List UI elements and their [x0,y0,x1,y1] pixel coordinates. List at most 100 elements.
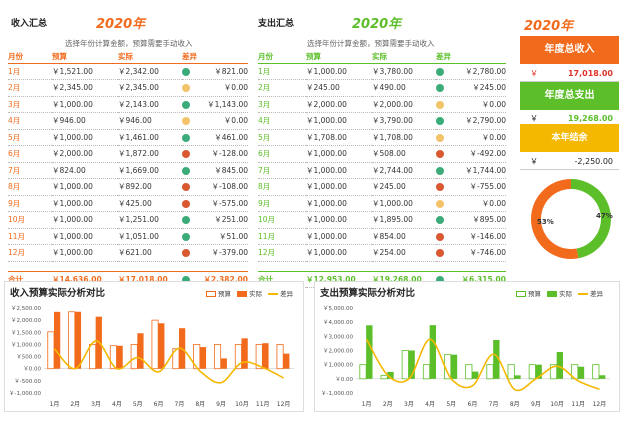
budget-cell: ￥2,000.00 [52,145,118,163]
budget-bar [130,344,138,370]
balance-value: -2,250.00 [574,157,613,166]
diff-value: ￥-379.00 [211,248,248,258]
y-tick-label: ￥5,000.00 [323,305,353,312]
status-dot-icon [436,67,444,76]
legend-budget-label: 预算 [528,290,541,298]
table-row: 12月 ￥1,000.00 ￥254.00 ￥-746.00 [258,244,506,262]
month-cell: 9月 [8,195,52,212]
status-dot-icon [182,84,190,92]
income-year: 2020年 [96,17,146,32]
diff-value: ￥845.00 [214,165,248,175]
diff-value: ￥-746.00 [469,248,506,258]
table-row: 9月 ￥1,000.00 ￥425.00 ￥-575.00 [8,195,248,212]
actual-bar [137,333,144,369]
x-tick-label: 5月 [133,401,143,408]
x-tick-label: 8月 [195,401,205,408]
month-cell: 6月 [8,145,52,163]
balance-card: 本年结余 [520,124,619,152]
month-cell: 4月 [258,112,306,130]
total-diff-value: ￥2,382.00 [203,274,248,284]
diff-cell: ￥2,790.00 [436,112,506,130]
table-row: 10月 ￥1,000.00 ￥1,895.00 ￥895.00 [258,211,506,229]
diff-value: ￥245.00 [472,83,506,93]
table-row: 12月 ￥1,000.00 ￥621.00 ￥-379.00 [8,244,248,262]
diff-value: ￥1,744.00 [465,165,506,175]
balance-currency: ￥ [530,157,538,166]
table-row: 9月 ￥1,000.00 ￥1,000.00 ￥0.00 [258,195,506,212]
budget-cell: ￥2,000.00 [306,96,372,113]
diff-value: ￥895.00 [472,215,506,225]
status-dot-icon [436,166,444,175]
table-row: 8月 ￥1,000.00 ￥892.00 ￥-108.00 [8,178,248,196]
expense-chart-legend: 预算 实际 差异 [512,288,603,298]
actual-cell: ￥490.00 [372,79,436,97]
income-chart-plot: ￥2,500.00 ￥2,000.00 ￥1,500.00 ￥1,000.00 ￥500… [9,305,294,408]
donut-slice-income [531,179,579,259]
table-row: 7月 ￥824.00 ￥1,669.00 ￥845.00 [8,162,248,179]
budget-bar [465,364,473,380]
expense-section-title: 支出汇总 [258,19,295,29]
budget-cell: ￥1,000.00 [306,228,372,245]
month-cell: 11月 [258,228,306,245]
budget-bar [422,364,431,380]
month-cell: 2月 [8,79,52,97]
status-dot-icon [436,183,444,191]
diff-value: ￥-146.00 [469,231,506,241]
diff-value: ￥0.00 [481,132,506,142]
balance-donut-chart: 53% 47% [531,179,613,259]
legend-actual-label: 实际 [249,290,263,298]
x-tick-label: 3月 [404,401,414,408]
spacer-row [8,261,248,272]
income-note: 选择年份计算金额，预算需要手动收入 [65,39,193,48]
diff-cell: ￥-379.00 [182,244,248,262]
actual-bar [199,347,207,369]
y-tick-label: ￥-500.00 [14,378,41,385]
diff-value: ￥-108.00 [211,182,248,192]
actual-cell: ￥3,790.00 [372,112,436,130]
diff-value: ￥251.00 [214,215,248,225]
expense-header-month: 月份 [258,51,273,61]
month-cell: 10月 [8,211,52,229]
month-cell: 11月 [8,228,52,245]
spacer-row [258,261,506,272]
budget-bar [549,364,558,380]
month-cell: 6月 [258,145,306,163]
expense-table: 月份 预算 实际 差异 1月 ￥1,000.00 ￥3,780.00 ￥2,780.0… [258,50,506,288]
actual-cell: ￥2,000.00 [372,96,436,113]
expense-year: 2020年 [352,17,402,32]
month-cell: 8月 [8,178,52,196]
table-row: 7月 ￥1,000.00 ￥2,744.00 ￥1,744.00 [258,162,506,179]
budget-cell: ￥1,000.00 [52,129,118,146]
actual-bar [116,345,123,369]
actual-cell: ￥2,143.00 [118,96,182,113]
actual-cell: ￥1,708.00 [372,129,436,146]
table-row: 6月 ￥1,000.00 ￥508.00 ￥-492.00 [258,145,506,163]
diff-cell: ￥-575.00 [182,195,248,212]
budget-cell: ￥1,000.00 [306,211,372,229]
status-dot-icon [182,166,190,175]
y-tick-label: ￥2,000.00 [323,348,353,355]
table-row: 11月 ￥1,000.00 ￥1,051.00 ￥51.00 [8,228,248,245]
expense-total-card: 年度总支出 [520,82,619,110]
legend-actual-label: 实际 [559,290,573,298]
x-tick-label: 1月 [362,401,372,408]
expense-chart-plot: ￥5,000.00 ￥4,000.00 ￥3,000.00 ￥2,000.00 ￥1,0… [321,305,610,408]
actual-bar [158,323,165,369]
income-section-title: 收入汇总 [11,19,48,29]
y-tick-label: ￥0.00 [23,366,41,373]
status-dot-icon [436,275,444,284]
table-row: 4月 ￥946.00 ￥946.00 ￥0.00 [8,112,248,130]
diff-value: ￥0.00 [223,116,248,126]
diff-cell: ￥0.00 [182,112,248,130]
income-total-currency: ￥ [530,69,538,78]
status-dot-icon [182,67,190,76]
y-tick-label: ￥3,000.00 [323,333,353,340]
budget-bar [255,344,263,370]
budget-cell: ￥1,000.00 [306,145,372,163]
legend-budget-swatch [516,291,526,297]
table-row: 8月 ￥1,000.00 ￥245.00 ￥-755.00 [258,178,506,196]
x-tick-label: 9月 [216,401,226,408]
status-dot-icon [182,232,190,241]
status-dot-icon [182,150,190,158]
month-cell: 12月 [258,244,306,262]
